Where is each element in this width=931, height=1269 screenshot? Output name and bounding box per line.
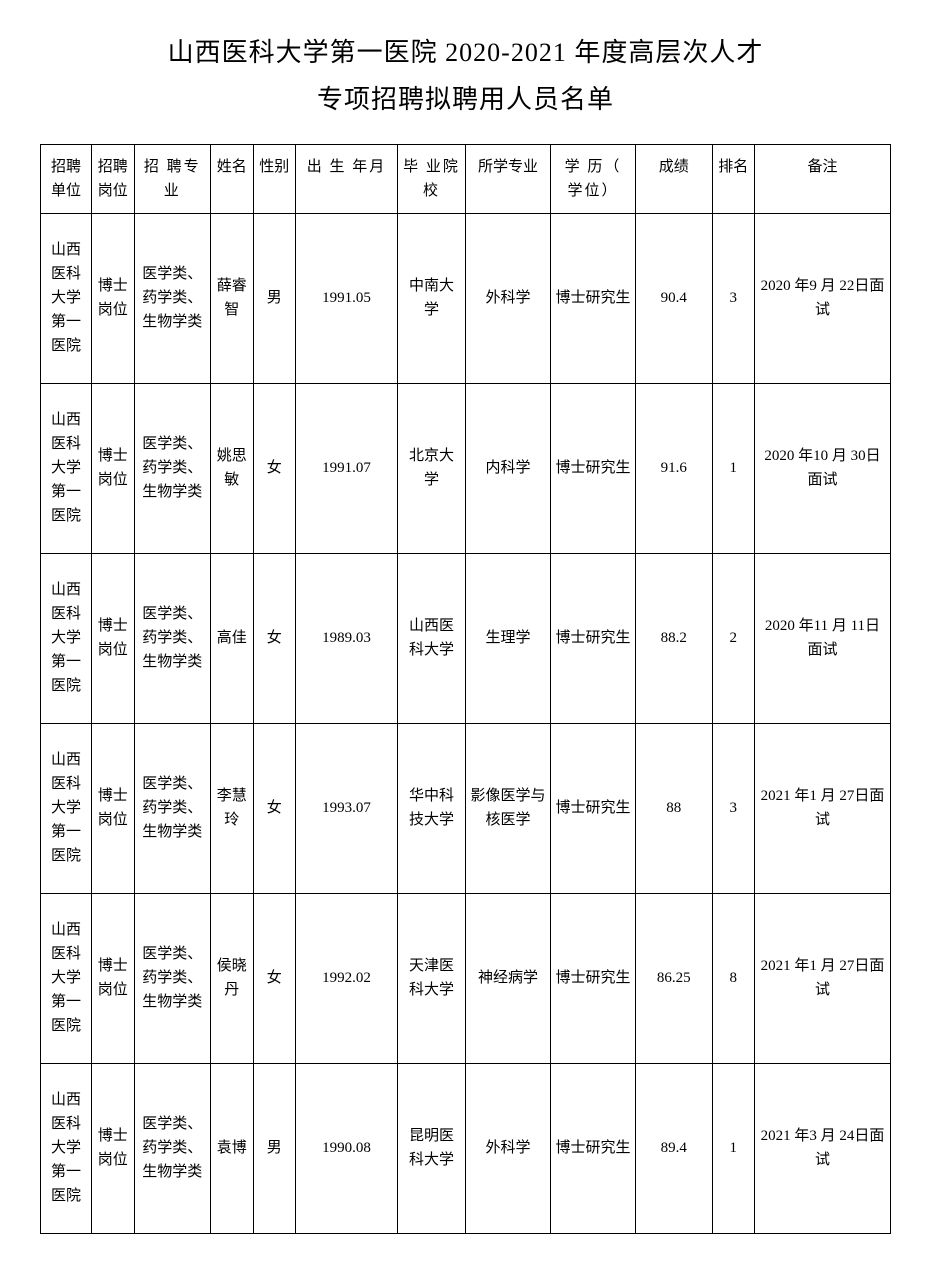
cell-gender: 女	[253, 893, 296, 1063]
header-score: 成绩	[636, 144, 713, 213]
cell-rank: 3	[712, 723, 755, 893]
cell-gender: 男	[253, 1063, 296, 1233]
header-degree: 学 历（ 学位）	[551, 144, 636, 213]
cell-rank: 8	[712, 893, 755, 1063]
cell-school: 昆明医科大学	[398, 1063, 466, 1233]
table-row: 山西医科大学第一医院博士岗位医学类、药学类、生物学类侯晓丹女1992.02天津医…	[41, 893, 891, 1063]
header-birth: 出 生 年月	[296, 144, 398, 213]
cell-school: 山西医科大学	[398, 553, 466, 723]
cell-field: 外科学	[466, 213, 551, 383]
cell-rank: 1	[712, 383, 755, 553]
cell-score: 91.6	[636, 383, 713, 553]
cell-birth: 1993.07	[296, 723, 398, 893]
cell-field: 影像医学与核医学	[466, 723, 551, 893]
cell-remark: 2020 年9 月 22日面试	[755, 213, 891, 383]
table-row: 山西医科大学第一医院博士岗位医学类、药学类、生物学类薛睿智男1991.05中南大…	[41, 213, 891, 383]
cell-unit: 山西医科大学第一医院	[41, 1063, 92, 1233]
cell-position: 博士岗位	[92, 553, 135, 723]
cell-name: 薛睿智	[211, 213, 254, 383]
cell-degree: 博士研究生	[551, 383, 636, 553]
cell-major: 医学类、药学类、生物学类	[134, 723, 211, 893]
cell-field: 神经病学	[466, 893, 551, 1063]
cell-major: 医学类、药学类、生物学类	[134, 213, 211, 383]
cell-rank: 1	[712, 1063, 755, 1233]
header-rank: 排名	[712, 144, 755, 213]
cell-major: 医学类、药学类、生物学类	[134, 383, 211, 553]
cell-score: 90.4	[636, 213, 713, 383]
cell-birth: 1991.07	[296, 383, 398, 553]
cell-birth: 1991.05	[296, 213, 398, 383]
cell-unit: 山西医科大学第一医院	[41, 383, 92, 553]
cell-field: 生理学	[466, 553, 551, 723]
cell-degree: 博士研究生	[551, 893, 636, 1063]
cell-remark: 2020 年11 月 11日面试	[755, 553, 891, 723]
header-position: 招聘岗位	[92, 144, 135, 213]
cell-field: 内科学	[466, 383, 551, 553]
cell-birth: 1990.08	[296, 1063, 398, 1233]
cell-birth: 1989.03	[296, 553, 398, 723]
cell-birth: 1992.02	[296, 893, 398, 1063]
cell-name: 侯晓丹	[211, 893, 254, 1063]
title-line2: 专项招聘拟聘用人员名单	[317, 85, 614, 114]
cell-position: 博士岗位	[92, 383, 135, 553]
table-row: 山西医科大学第一医院博士岗位医学类、药学类、生物学类姚思敏女1991.07北京大…	[41, 383, 891, 553]
cell-score: 88.2	[636, 553, 713, 723]
cell-gender: 女	[253, 553, 296, 723]
cell-name: 高佳	[211, 553, 254, 723]
cell-degree: 博士研究生	[551, 213, 636, 383]
cell-rank: 3	[712, 213, 755, 383]
cell-school: 华中科技大学	[398, 723, 466, 893]
cell-unit: 山西医科大学第一医院	[41, 723, 92, 893]
cell-field: 外科学	[466, 1063, 551, 1233]
header-major: 招 聘专业	[134, 144, 211, 213]
cell-degree: 博士研究生	[551, 1063, 636, 1233]
cell-major: 医学类、药学类、生物学类	[134, 1063, 211, 1233]
cell-unit: 山西医科大学第一医院	[41, 893, 92, 1063]
cell-score: 86.25	[636, 893, 713, 1063]
table-row: 山西医科大学第一医院博士岗位医学类、药学类、生物学类高佳女1989.03山西医科…	[41, 553, 891, 723]
cell-degree: 博士研究生	[551, 723, 636, 893]
cell-name: 袁博	[211, 1063, 254, 1233]
cell-position: 博士岗位	[92, 213, 135, 383]
title-line1: 山西医科大学第一医院 2020-2021 年度高层次人才	[168, 38, 764, 67]
cell-unit: 山西医科大学第一医院	[41, 213, 92, 383]
cell-gender: 女	[253, 723, 296, 893]
header-unit: 招聘单位	[41, 144, 92, 213]
header-name: 姓名	[211, 144, 254, 213]
cell-major: 医学类、药学类、生物学类	[134, 553, 211, 723]
document-title: 山西医科大学第一医院 2020-2021 年度高层次人才 专项招聘拟聘用人员名单	[40, 30, 891, 124]
cell-remark: 2021 年3 月 24日面试	[755, 1063, 891, 1233]
cell-gender: 女	[253, 383, 296, 553]
cell-school: 天津医科大学	[398, 893, 466, 1063]
cell-school: 中南大学	[398, 213, 466, 383]
cell-rank: 2	[712, 553, 755, 723]
cell-unit: 山西医科大学第一医院	[41, 553, 92, 723]
cell-name: 姚思敏	[211, 383, 254, 553]
cell-remark: 2021 年1 月 27日面试	[755, 723, 891, 893]
table-header-row: 招聘单位 招聘岗位 招 聘专业 姓名 性别 出 生 年月 毕 业院校 所学专业 …	[41, 144, 891, 213]
cell-school: 北京大学	[398, 383, 466, 553]
header-field: 所学专业	[466, 144, 551, 213]
personnel-table: 招聘单位 招聘岗位 招 聘专业 姓名 性别 出 生 年月 毕 业院校 所学专业 …	[40, 144, 891, 1234]
header-remark: 备注	[755, 144, 891, 213]
cell-score: 88	[636, 723, 713, 893]
cell-gender: 男	[253, 213, 296, 383]
cell-position: 博士岗位	[92, 1063, 135, 1233]
cell-degree: 博士研究生	[551, 553, 636, 723]
cell-position: 博士岗位	[92, 723, 135, 893]
cell-major: 医学类、药学类、生物学类	[134, 893, 211, 1063]
cell-score: 89.4	[636, 1063, 713, 1233]
cell-remark: 2021 年1 月 27日面试	[755, 893, 891, 1063]
header-gender: 性别	[253, 144, 296, 213]
cell-position: 博士岗位	[92, 893, 135, 1063]
header-school: 毕 业院校	[398, 144, 466, 213]
table-row: 山西医科大学第一医院博士岗位医学类、药学类、生物学类袁博男1990.08昆明医科…	[41, 1063, 891, 1233]
table-row: 山西医科大学第一医院博士岗位医学类、药学类、生物学类李慧玲女1993.07华中科…	[41, 723, 891, 893]
cell-remark: 2020 年10 月 30日面试	[755, 383, 891, 553]
cell-name: 李慧玲	[211, 723, 254, 893]
